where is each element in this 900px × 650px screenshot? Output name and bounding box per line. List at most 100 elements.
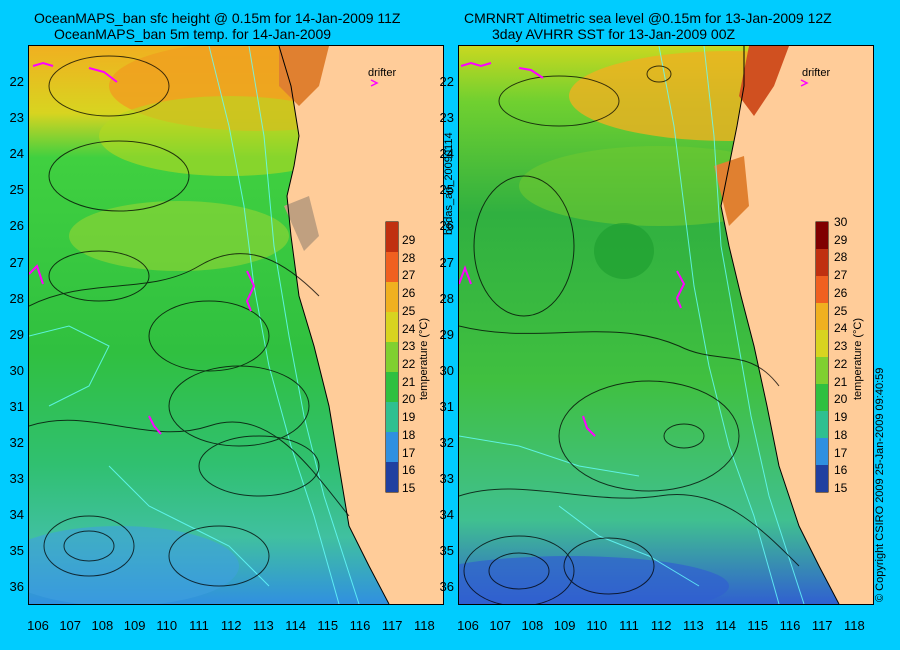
x-tick-label: 112 (220, 618, 242, 633)
colorbar-tick-label: 26 (834, 285, 848, 300)
y-tick-label: 24 (439, 146, 454, 162)
y-tick-label: 22 (439, 74, 454, 89)
y-tick-label: 36 (439, 579, 454, 595)
x-tick-label: 108 (91, 618, 114, 633)
y-tick-label: 26 (439, 218, 454, 234)
y-tick-label: 28 (9, 290, 24, 306)
y-tick-label: 23 (9, 110, 24, 126)
x-tick-label: 109 (123, 618, 146, 633)
y-tick-label: 28 (439, 290, 454, 306)
y-tick-label: 36 (9, 579, 24, 595)
x-tick-label: 116 (779, 618, 801, 633)
x-tick-label: 116 (349, 618, 371, 633)
y-tick-label: 25 (9, 182, 24, 198)
colorbar-tick-label: 16 (834, 463, 848, 478)
colorbar-tick-label: 17 (834, 445, 848, 460)
y-tick-label: 32 (439, 435, 454, 450)
x-tick-label: 118 (844, 618, 865, 633)
right-title-line2: 3day AVHRR SST for 13-Jan-2009 00Z (492, 26, 736, 42)
colorbar-tick-label: 26 (402, 286, 416, 301)
x-tick-label: 117 (381, 618, 403, 633)
right-map-svg (459, 46, 873, 604)
colorbar-tick-label: 21 (402, 374, 416, 389)
x-tick-label: 109 (553, 618, 576, 633)
y-tick-label: 26 (9, 218, 24, 234)
colorbar-tick-label: 24 (834, 321, 848, 336)
colorbar-tick-label: 25 (402, 303, 416, 318)
colorbar-tick-label: 27 (834, 268, 848, 283)
x-tick-label: 111 (619, 618, 639, 633)
y-tick-label: 27 (9, 254, 24, 270)
x-tick-label: 108 (521, 618, 544, 633)
y-tick-label: 35 (439, 543, 454, 559)
left-colorbar (385, 221, 399, 493)
colorbar-tick-label: 20 (834, 392, 848, 407)
colorbar-tick-label: 15 (402, 481, 416, 495)
x-tick-label: 106 (27, 618, 49, 633)
left-colorbar-label: temperature (°C) (418, 317, 430, 400)
colorbar-tick-label: 16 (402, 463, 416, 478)
y-tick-label: 33 (439, 471, 454, 487)
y-tick-label: 32 (9, 435, 24, 450)
x-tick-label: 115 (317, 618, 339, 633)
right-colorbar (815, 221, 829, 493)
y-tick-label: 35 (9, 543, 24, 559)
colorbar-tick-label: 20 (402, 392, 416, 407)
y-tick-label: 29 (439, 326, 454, 342)
right-drifter-label: drifter (802, 67, 831, 79)
colorbar-tick-label: 28 (402, 250, 416, 265)
x-tick-label: 113 (253, 618, 274, 633)
colorbar-tick-label: 28 (834, 250, 848, 265)
y-tick-label: 31 (439, 398, 454, 414)
colorbar-tick-label: 23 (834, 339, 848, 354)
colorbar-tick-label: 25 (834, 303, 848, 318)
x-tick-label: 107 (489, 618, 512, 633)
y-tick-label: 27 (439, 254, 454, 270)
copyright-label: © Copyright CSIRO 2009 25-Jan-2009 09:40… (874, 367, 886, 602)
right-map-panel (458, 45, 874, 605)
x-tick-label: 110 (156, 618, 178, 633)
colorbar-tick-label: 17 (402, 445, 416, 460)
y-tick-label: 22 (9, 74, 24, 89)
y-tick-label: 34 (9, 507, 24, 523)
colorbar-tick-label: 23 (402, 339, 416, 354)
x-tick-label: 117 (811, 618, 833, 633)
colorbar-tick-label: 27 (402, 268, 416, 283)
left-drifter-label: drifter (368, 67, 397, 79)
colorbar-tick-label: 21 (834, 374, 848, 389)
x-tick-label: 106 (457, 618, 479, 633)
y-tick-label: 24 (9, 146, 24, 162)
y-tick-label: 34 (439, 507, 454, 523)
y-tick-label: 31 (9, 398, 24, 414)
y-tick-label: 23 (439, 110, 454, 126)
y-tick-label: 30 (9, 362, 24, 378)
x-tick-label: 110 (586, 618, 608, 633)
colorbar-tick-label: 22 (402, 357, 416, 371)
x-tick-label: 113 (683, 618, 704, 633)
y-tick-label: 30 (439, 362, 454, 378)
x-tick-label: 118 (414, 618, 435, 633)
colorbar-tick-label: 15 (834, 481, 848, 495)
colorbar-tick-label: 19 (834, 410, 848, 425)
x-tick-label: 114 (715, 618, 736, 633)
left-map-panel (28, 45, 444, 605)
colorbar-tick-label: 29 (834, 232, 848, 247)
left-map-svg (29, 46, 443, 604)
right-colorbar-label: temperature (°C) (852, 317, 864, 400)
right-title-line1: CMRNRT Altimetric sea level @0.15m for 1… (464, 10, 832, 26)
colorbar-tick-label: 30 (834, 215, 848, 229)
y-tick-label: 25 (439, 182, 454, 198)
colorbar-tick-label: 18 (402, 427, 416, 442)
y-tick-label: 29 (9, 326, 24, 342)
x-tick-label: 107 (59, 618, 82, 633)
x-tick-label: 115 (747, 618, 769, 633)
colorbar-tick-label: 22 (834, 356, 848, 371)
x-tick-label: 114 (285, 618, 306, 633)
left-title-line2: OceanMAPS_ban 5m temp. for 14-Jan-2009 (54, 26, 332, 42)
colorbar-tick-label: 18 (834, 427, 848, 442)
colorbar-tick-label: 29 (402, 233, 416, 247)
left-title-line1: OceanMAPS_ban sfc height @ 0.15m for 14-… (34, 10, 401, 26)
y-tick-label: 33 (9, 471, 24, 487)
x-tick-label: 112 (650, 618, 672, 633)
colorbar-tick-label: 19 (402, 410, 416, 425)
